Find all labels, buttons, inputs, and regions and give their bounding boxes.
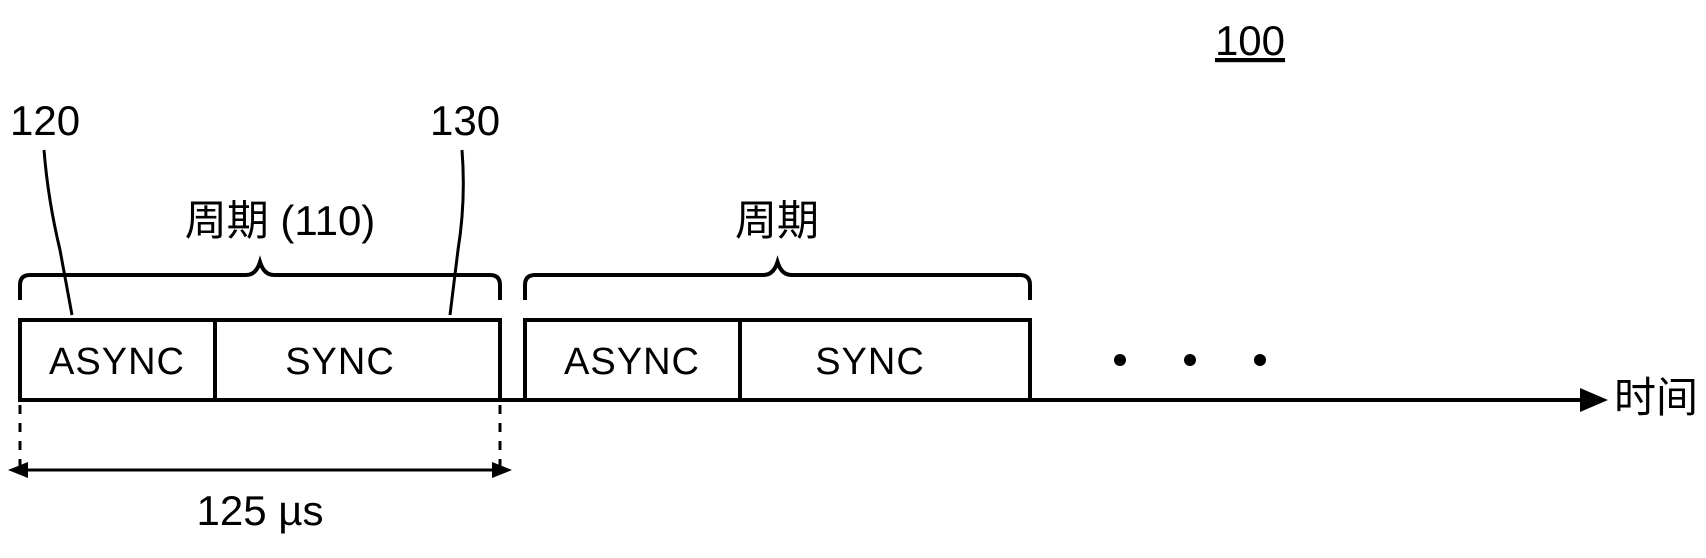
- svg-text:ASYNC: ASYNC: [49, 341, 185, 383]
- svg-text:120: 120: [10, 97, 80, 144]
- period1-bracket: 周期 (110): [20, 197, 500, 300]
- period2-label: 周期: [735, 197, 819, 244]
- period2-async-box: ASYNC: [525, 320, 740, 400]
- period2-sync-box: SYNC: [740, 320, 1030, 400]
- period1-label: 周期 (110): [185, 197, 376, 244]
- period2-bracket: 周期: [525, 197, 1030, 300]
- period1-async-box: ASYNC: [20, 320, 215, 400]
- svg-text:SYNC: SYNC: [815, 341, 925, 383]
- duration-label: 125 µs: [197, 487, 324, 534]
- svg-text:ASYNC: ASYNC: [564, 341, 700, 383]
- svg-text:130: 130: [430, 97, 500, 144]
- duration-dimension: 125 µs: [8, 405, 512, 534]
- period1-sync-box: SYNC: [215, 320, 500, 400]
- ref-130: 130: [430, 97, 500, 315]
- axis-label: 时间: [1614, 374, 1698, 421]
- figure-reference: 100: [1215, 17, 1285, 64]
- svg-text:SYNC: SYNC: [285, 341, 395, 383]
- ellipsis: [1114, 354, 1266, 366]
